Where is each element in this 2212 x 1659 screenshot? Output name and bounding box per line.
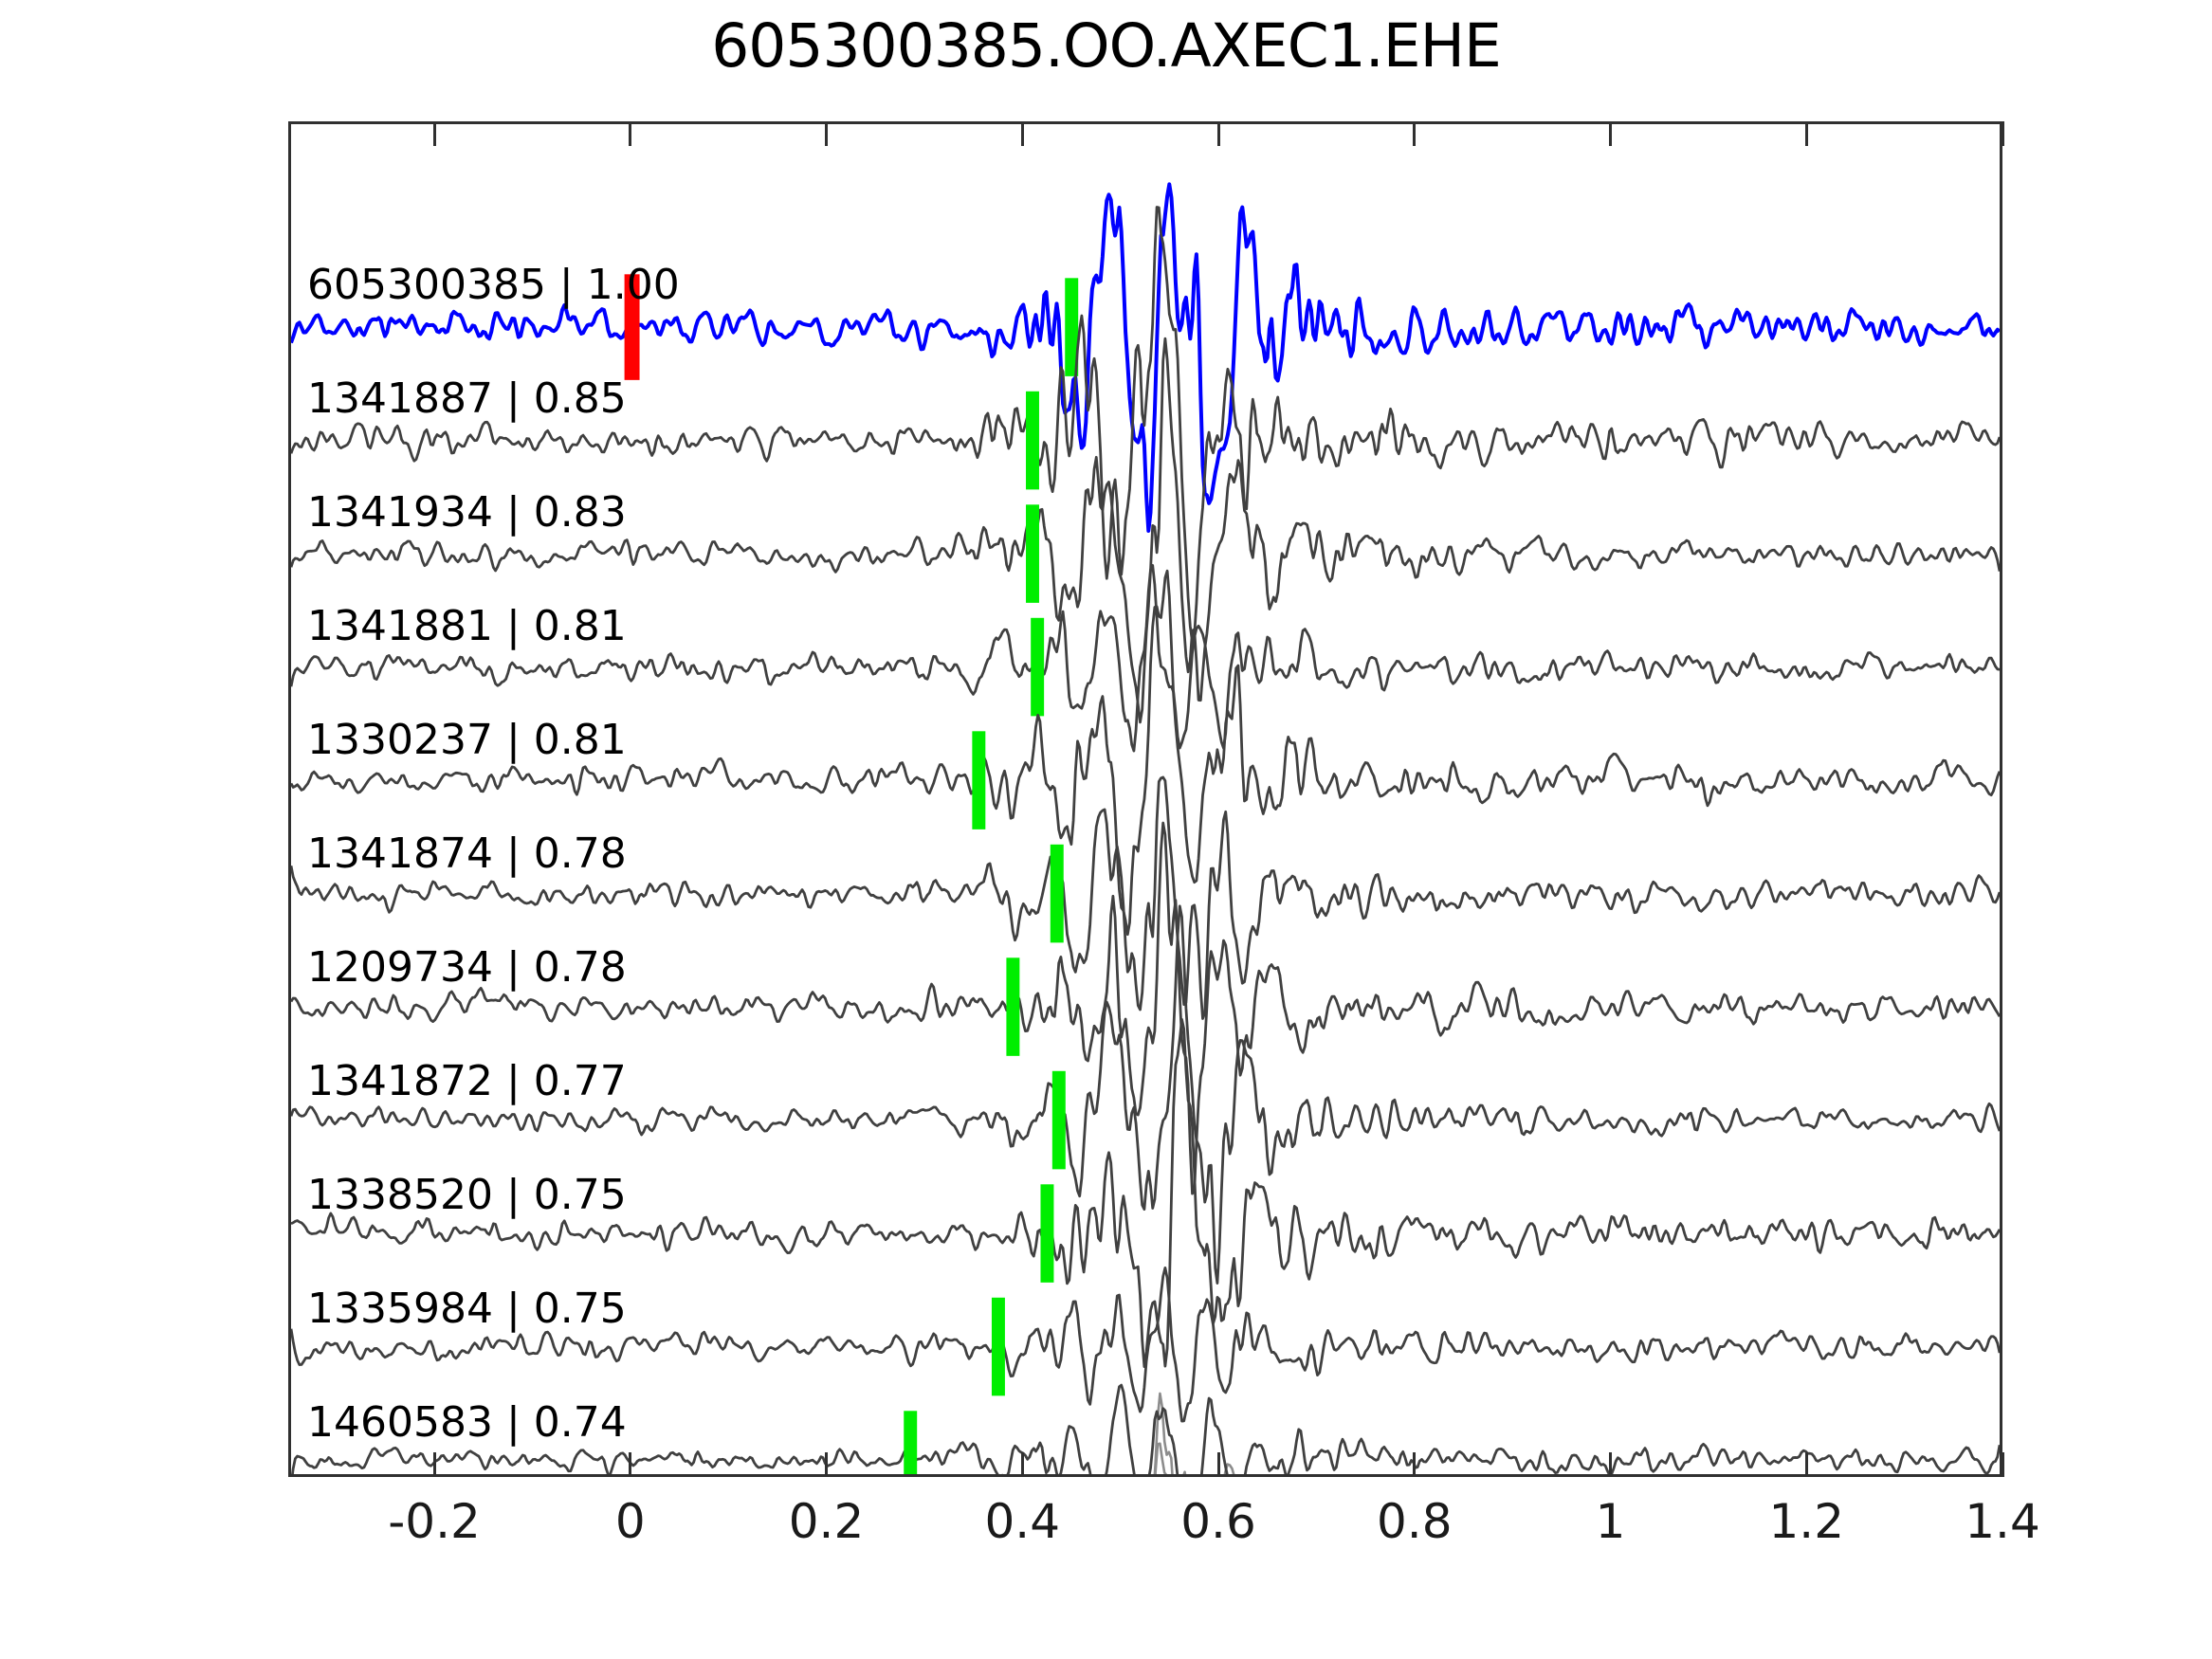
x-tick-label: 0.4 (984, 1494, 1061, 1549)
pick-marker (1006, 957, 1020, 1056)
page-title: 605300385.OO.AXEC1.EHE (711, 11, 1502, 81)
trace-label-1335984: 1335984 | 0.75 (307, 1285, 627, 1333)
trace-group (291, 821, 2000, 1195)
trace-label-1338520: 1338520 | 0.75 (307, 1171, 627, 1219)
trace-label-1341874: 1341874 | 0.78 (307, 830, 627, 878)
trace-group (291, 904, 2000, 1285)
detection-waveform (291, 569, 2000, 937)
trace-group (291, 182, 2000, 533)
x-tick-label: 1 (1595, 1494, 1626, 1549)
x-tick-label: 0.8 (1376, 1494, 1453, 1549)
x-tick-label: 0.2 (788, 1494, 865, 1549)
detection-waveform (291, 904, 2000, 1285)
template-waveform (291, 182, 2000, 533)
trace-group (291, 775, 2000, 1020)
trace-group (291, 206, 2000, 644)
pick-marker (1031, 617, 1045, 717)
plot-area (288, 121, 2002, 1477)
pick-marker (972, 731, 986, 830)
detection-waveform (291, 563, 2000, 753)
stack-trace-gray (1154, 1442, 1168, 1474)
origin-time-marker (624, 274, 640, 380)
x-tick-label: -0.2 (388, 1494, 481, 1549)
stack-trace-gray (1223, 1463, 1235, 1474)
waveform-canvas (291, 182, 2000, 1474)
trace-label-1341872: 1341872 | 0.77 (307, 1057, 627, 1105)
trace-group (291, 1383, 2000, 1474)
pick-marker (1065, 278, 1079, 376)
trace-label-1460583: 1460583 | 0.74 (307, 1398, 627, 1447)
x-tick-label: 0.6 (1180, 1494, 1256, 1549)
detection-waveform (291, 821, 2000, 1195)
trace-group (291, 1266, 2000, 1423)
detection-waveform (291, 206, 2000, 644)
trace-label-1341881: 1341881 | 0.81 (307, 602, 627, 650)
x-tick-label: 0 (614, 1494, 646, 1549)
trace-label-1341887: 1341887 | 0.85 (307, 374, 627, 423)
detection-waveform (291, 1266, 2000, 1423)
pick-marker (1040, 1184, 1054, 1283)
trace-label-1330237: 1330237 | 0.81 (307, 716, 627, 764)
trace-label-1209734: 1209734 | 0.78 (307, 943, 627, 992)
detection-waveform (291, 1383, 2000, 1474)
trace-group (291, 563, 2000, 753)
detection-waveform (291, 775, 2000, 1020)
pick-marker (991, 1297, 1005, 1396)
pick-marker (1026, 504, 1039, 603)
trace-group (291, 569, 2000, 937)
pick-marker (1026, 391, 1039, 490)
pick-marker (1050, 844, 1064, 943)
stack-trace-gray (1182, 1470, 1187, 1474)
pick-marker (1051, 1070, 1066, 1170)
trace-label-1341934: 1341934 | 0.83 (307, 488, 627, 537)
pick-marker (904, 1411, 918, 1474)
x-tick-label: 1.2 (1768, 1494, 1845, 1549)
x-tick-label: 1.4 (1965, 1494, 2040, 1549)
trace-label-605300385: 605300385 | 1.00 (307, 261, 680, 309)
